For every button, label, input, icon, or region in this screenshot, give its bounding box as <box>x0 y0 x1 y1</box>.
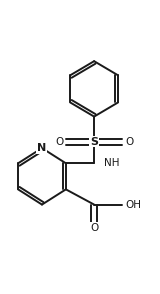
Text: S: S <box>90 137 98 147</box>
Text: O: O <box>90 223 98 233</box>
Text: N: N <box>37 143 47 153</box>
Text: O: O <box>55 137 63 147</box>
Text: OH: OH <box>125 200 141 210</box>
Text: NH: NH <box>104 158 119 168</box>
Text: O: O <box>125 137 133 147</box>
